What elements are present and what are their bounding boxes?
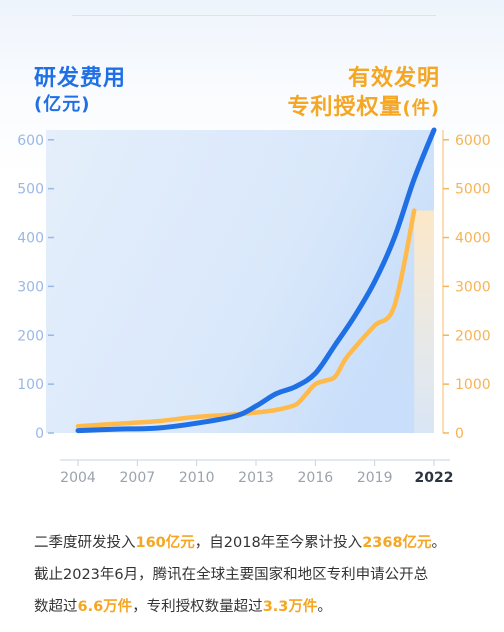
y-left-tick-label: 200 bbox=[17, 328, 44, 344]
right-axis-title-line1: 有效发明 bbox=[347, 66, 440, 91]
left-axis-title: 研发费用 bbox=[34, 66, 127, 91]
caption-highlight: 160亿元 bbox=[135, 535, 195, 551]
chart: 0100200300400500600010002000300040005000… bbox=[17, 127, 491, 486]
y-right-tick-label: 5000 bbox=[455, 182, 491, 198]
y-right-tick-label: 3000 bbox=[455, 279, 491, 295]
y-right-tick-label: 4000 bbox=[455, 231, 491, 247]
x-tick-label: 2016 bbox=[298, 470, 334, 486]
caption-text: 二季度研发投入 bbox=[34, 535, 136, 551]
y-left-tick-label: 600 bbox=[17, 133, 44, 149]
y-left-tick-label: 400 bbox=[17, 231, 44, 247]
y-left-tick-label: 0 bbox=[35, 426, 44, 442]
y-left-tick-label: 300 bbox=[17, 279, 44, 295]
rd-expense-series-line bbox=[75, 127, 437, 434]
caption-text: ，自2018年至今累计投入 bbox=[194, 535, 363, 551]
right-axis-title-text: 专利授权量 bbox=[287, 95, 403, 120]
caption-line-1: 二季度研发投入160亿元，自2018年至今累计投入2368亿元。 bbox=[34, 527, 489, 559]
left-axis-unit: (亿元) bbox=[34, 94, 91, 115]
y-left-tick-label: 500 bbox=[17, 182, 44, 198]
caption-highlight: 3.3万件 bbox=[262, 599, 318, 615]
x-tick-label: 2019 bbox=[357, 470, 393, 486]
caption-text: 数超过 bbox=[34, 599, 78, 615]
y-left-tick-label: 100 bbox=[17, 377, 44, 393]
x-tick-label: 2007 bbox=[120, 470, 156, 486]
right-axis-title-line2: 专利授权量(件) bbox=[288, 89, 440, 121]
y-right-tick-label: 2000 bbox=[455, 328, 491, 344]
patent-highlight-area bbox=[414, 210, 434, 433]
caption-text: 截止2023年6月，腾讯在全球主要国家和地区专利申请公开总 bbox=[34, 567, 429, 583]
caption-highlight: 2368亿元 bbox=[362, 535, 432, 551]
top-divider bbox=[72, 15, 436, 16]
caption-line-2: 截止2023年6月，腾讯在全球主要国家和地区专利申请公开总 bbox=[34, 559, 489, 591]
chart-background-area bbox=[46, 130, 434, 433]
x-tick-label: 2013 bbox=[238, 470, 274, 486]
x-tick-label: 2022 bbox=[415, 470, 454, 486]
x-tick-label: 2010 bbox=[179, 470, 215, 486]
caption-text: 。 bbox=[431, 535, 447, 551]
y-right-tick-label: 1000 bbox=[455, 377, 491, 393]
caption-highlight: 6.6万件 bbox=[77, 599, 133, 615]
x-tick-label: 2004 bbox=[60, 470, 96, 486]
patent-series-line bbox=[75, 208, 417, 429]
y-right-tick-label: 6000 bbox=[455, 133, 491, 149]
caption-text: ，专利授权数量超过 bbox=[132, 599, 263, 615]
caption-line-3: 数超过6.6万件，专利授权数量超过3.3万件。 bbox=[34, 591, 489, 623]
caption-text: 。 bbox=[317, 599, 332, 615]
right-axis-unit: (件) bbox=[402, 98, 440, 119]
y-right-tick-label: 0 bbox=[455, 426, 464, 442]
